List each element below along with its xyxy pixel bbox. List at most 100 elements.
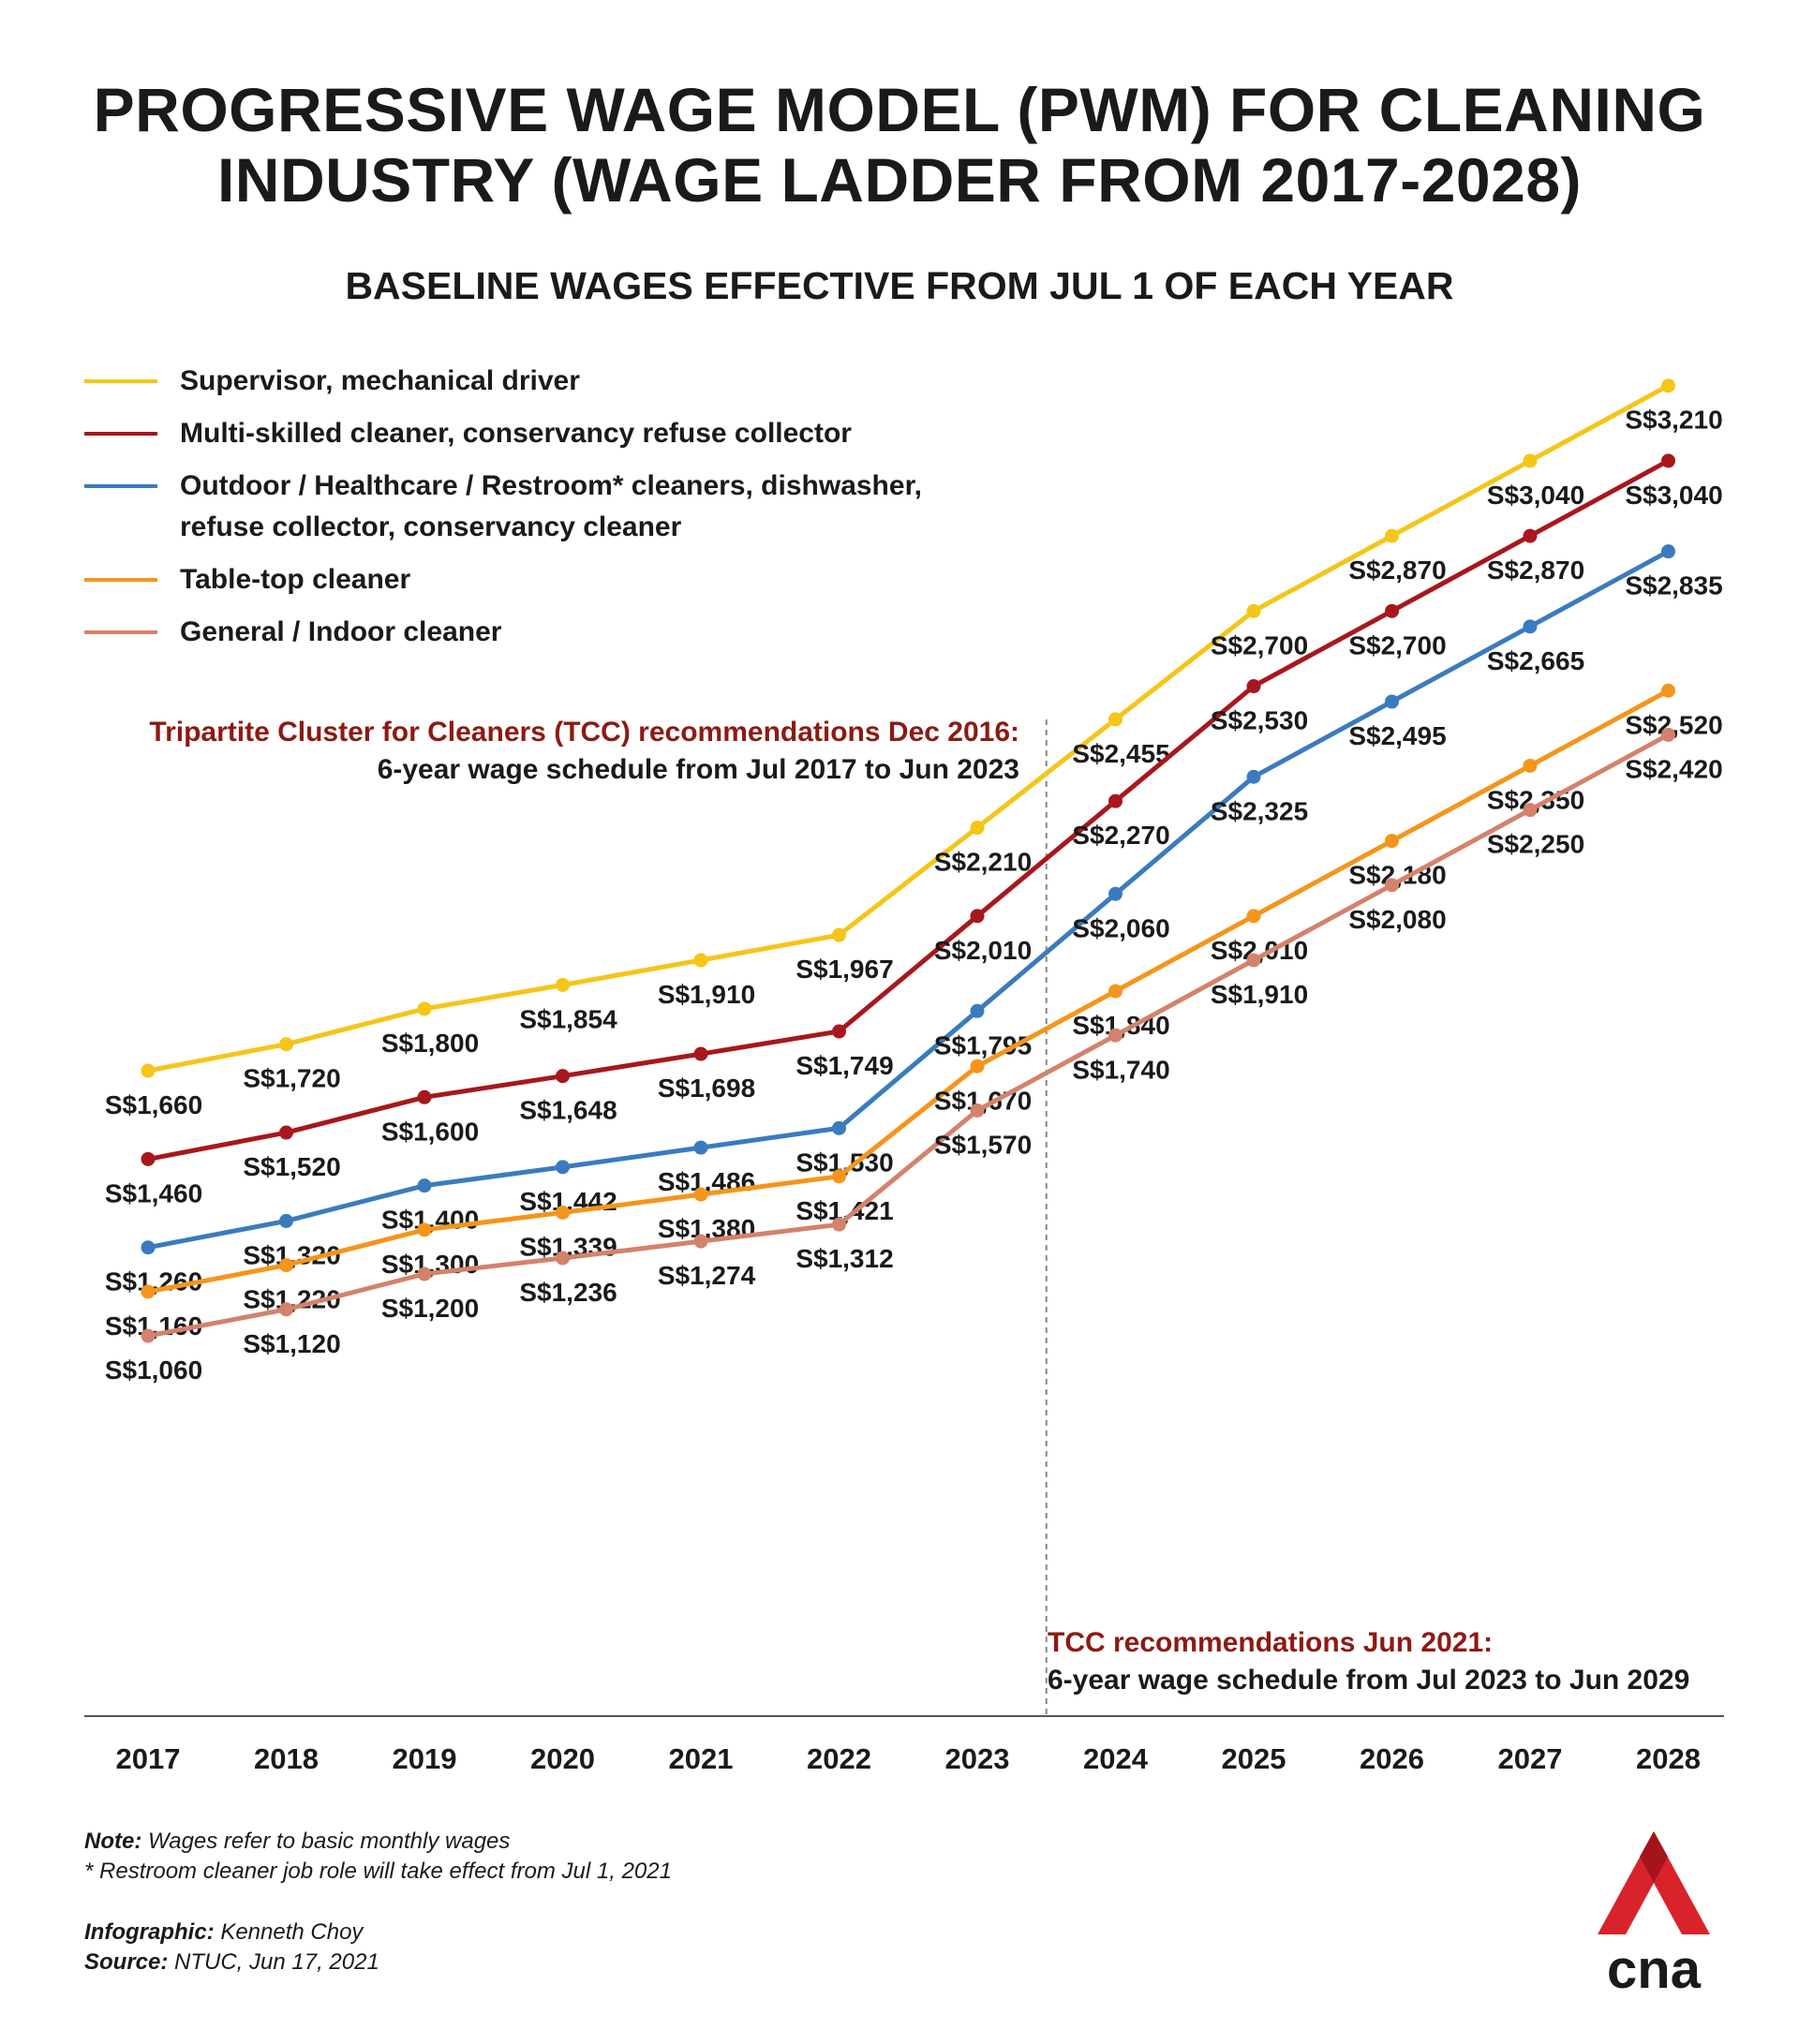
annotation-tcc-2016: Tripartite Cluster for Cleaners (TCC) re… bbox=[149, 714, 1019, 789]
x-tick-label: 2023 bbox=[945, 1742, 1010, 1775]
data-label: S$1,120 bbox=[243, 1329, 340, 1358]
data-point bbox=[279, 1037, 293, 1052]
note-text: Wages refer to basic monthly wages bbox=[141, 1829, 511, 1854]
data-point bbox=[1246, 909, 1261, 924]
data-label: S$1,854 bbox=[519, 1004, 617, 1033]
data-label: S$1,236 bbox=[519, 1278, 617, 1307]
data-point bbox=[1385, 603, 1399, 618]
data-point bbox=[1246, 769, 1261, 784]
data-point bbox=[1246, 679, 1261, 694]
data-point bbox=[1246, 603, 1261, 618]
data-label: S$3,040 bbox=[1625, 481, 1722, 510]
x-tick-label: 2024 bbox=[1083, 1742, 1149, 1775]
data-label: S$1,720 bbox=[243, 1064, 340, 1093]
data-point bbox=[1523, 528, 1538, 543]
x-tick-label: 2027 bbox=[1498, 1742, 1563, 1775]
notes: Note: Wages refer to basic monthly wages… bbox=[84, 1827, 672, 1887]
data-label: S$2,495 bbox=[1348, 721, 1446, 750]
data-point bbox=[1385, 834, 1399, 849]
legend: Supervisor, mechanical driver Multi-skil… bbox=[84, 361, 1021, 653]
annotation-tcc-2021-body: 6-year wage schedule from Jul 2023 to Ju… bbox=[1048, 1665, 1690, 1696]
data-point bbox=[693, 1187, 708, 1202]
data-label: S$1,570 bbox=[934, 1130, 1032, 1159]
source-credit: Source: NTUC, Jun 17, 2021 bbox=[84, 1948, 379, 1977]
data-point bbox=[1661, 453, 1675, 468]
data-label: S$1,060 bbox=[105, 1355, 202, 1385]
annotation-tcc-2016-heading: Tripartite Cluster for Cleaners (TCC) re… bbox=[149, 717, 1019, 748]
data-point bbox=[1385, 878, 1399, 893]
data-label: S$1,660 bbox=[105, 1090, 202, 1119]
data-point bbox=[141, 1328, 156, 1343]
data-point bbox=[970, 1103, 985, 1118]
data-label: S$1,910 bbox=[658, 980, 755, 1009]
legend-item-table-top: Table-top cleaner bbox=[84, 559, 1021, 600]
data-label: S$1,967 bbox=[795, 955, 893, 984]
legend-swatch-outdoor bbox=[84, 484, 157, 488]
data-point bbox=[556, 977, 570, 992]
series-line bbox=[145, 688, 1671, 1295]
data-label: S$2,080 bbox=[1348, 905, 1446, 934]
legend-swatch-general bbox=[84, 630, 157, 634]
infographic-credit: Infographic: Kenneth Choy bbox=[84, 1918, 379, 1948]
note-label: Note: bbox=[84, 1829, 142, 1854]
x-tick-label: 2021 bbox=[669, 1742, 734, 1775]
x-tick-label: 2018 bbox=[254, 1742, 319, 1775]
data-label: S$3,040 bbox=[1487, 481, 1584, 510]
x-tick-label: 2026 bbox=[1360, 1742, 1424, 1775]
data-point bbox=[556, 1069, 570, 1084]
x-tick-label: 2019 bbox=[393, 1742, 457, 1775]
data-point bbox=[279, 1258, 293, 1273]
data-point bbox=[1108, 712, 1123, 727]
data-label: S$2,700 bbox=[1211, 630, 1308, 659]
data-point bbox=[1523, 619, 1538, 634]
legend-item-supervisor: Supervisor, mechanical driver bbox=[84, 361, 1021, 402]
data-point bbox=[141, 1240, 156, 1255]
data-point bbox=[970, 909, 985, 924]
data-point bbox=[832, 1024, 846, 1039]
data-point bbox=[1523, 803, 1538, 818]
data-point bbox=[1661, 544, 1675, 559]
data-point bbox=[1523, 758, 1538, 773]
data-label: S$2,455 bbox=[1072, 739, 1169, 768]
legend-swatch-table-top bbox=[84, 578, 157, 582]
source-text: NTUC, Jun 17, 2021 bbox=[168, 1949, 379, 1975]
data-label: S$2,870 bbox=[1348, 555, 1446, 585]
data-point bbox=[417, 1001, 432, 1016]
data-point bbox=[832, 1169, 846, 1184]
data-label: S$2,270 bbox=[1072, 821, 1169, 850]
x-tick-label: 2022 bbox=[807, 1742, 871, 1775]
data-point bbox=[1108, 886, 1123, 901]
data-point bbox=[141, 1151, 156, 1166]
data-point bbox=[693, 1046, 708, 1061]
cna-logo: cna bbox=[1598, 1831, 1710, 1995]
series-line bbox=[145, 732, 1671, 1339]
annotation-tcc-2021: TCC recommendations Jun 2021: 6-year wag… bbox=[1048, 1624, 1689, 1699]
legend-label-outdoor: Outdoor / Healthcare / Restroom* cleaner… bbox=[180, 470, 922, 542]
chart-title: PROGRESSIVE WAGE MODEL (PWM) FOR CLEANIN… bbox=[0, 75, 1799, 215]
data-point bbox=[1661, 683, 1675, 698]
data-point bbox=[556, 1160, 570, 1175]
data-label: S$2,700 bbox=[1348, 630, 1446, 659]
data-label: S$2,870 bbox=[1487, 555, 1584, 585]
footnote: * Restroom cleaner job role will take ef… bbox=[84, 1859, 672, 1884]
data-label: S$1,274 bbox=[658, 1261, 756, 1290]
data-label: S$2,530 bbox=[1211, 706, 1308, 735]
data-point bbox=[279, 1125, 293, 1140]
data-point bbox=[417, 1178, 432, 1193]
data-label: S$2,325 bbox=[1211, 796, 1308, 825]
legend-label-supervisor: Supervisor, mechanical driver bbox=[180, 365, 580, 396]
data-label: S$1,600 bbox=[381, 1117, 479, 1146]
credits: Infographic: Kenneth Choy Source: NTUC, … bbox=[84, 1918, 379, 1977]
data-point bbox=[693, 1234, 708, 1249]
infographic-author: Kenneth Choy bbox=[214, 1919, 364, 1945]
data-point bbox=[970, 1059, 985, 1074]
data-point bbox=[417, 1222, 432, 1237]
data-point bbox=[417, 1266, 432, 1281]
data-point bbox=[1385, 528, 1399, 543]
note-line: Note: Wages refer to basic monthly wages bbox=[84, 1827, 672, 1857]
infographic-label: Infographic: bbox=[84, 1919, 215, 1945]
data-point bbox=[1108, 1028, 1123, 1043]
x-tick-label: 2020 bbox=[530, 1742, 595, 1775]
annotation-tcc-2016-body: 6-year wage schedule from Jul 2017 to Ju… bbox=[377, 754, 1019, 785]
data-label: S$1,460 bbox=[105, 1178, 202, 1207]
